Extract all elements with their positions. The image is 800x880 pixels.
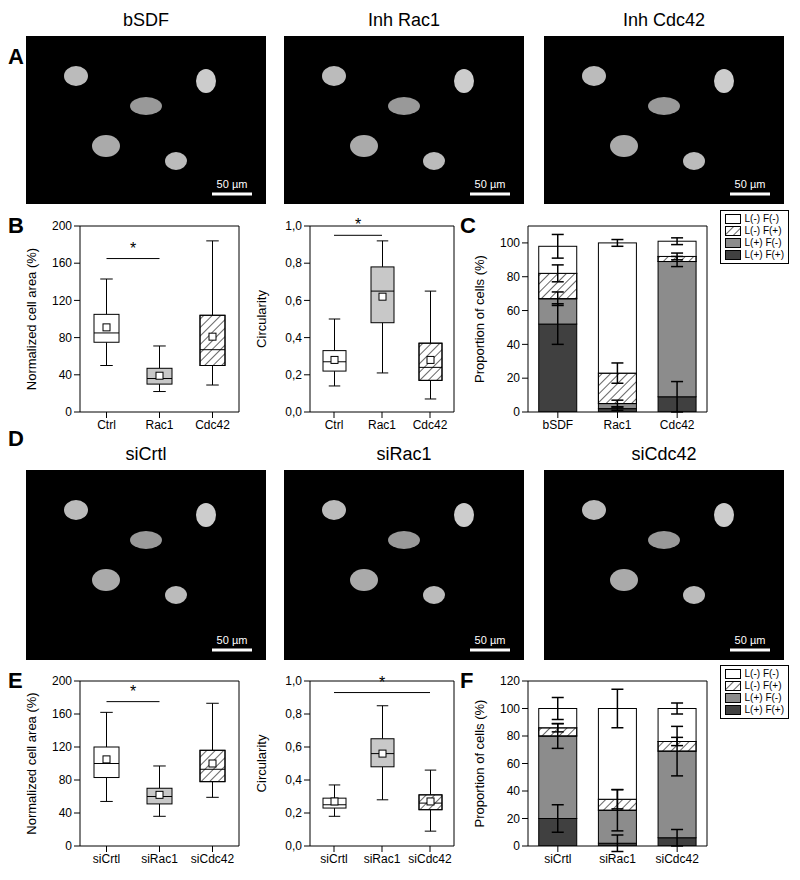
- html-text:E: E: [8, 668, 23, 693]
- html-text:L(-) F(+): L(-) F(+): [744, 680, 782, 691]
- svg-text:Proportion of cells (%): Proportion of cells (%): [472, 255, 487, 383]
- svg-text:50 µm: 50 µm: [475, 634, 506, 646]
- svg-text:0: 0: [65, 839, 72, 853]
- svg-text:120: 120: [500, 674, 520, 688]
- html-text:L(-) F(+): L(-) F(+): [744, 225, 782, 236]
- svg-text:0,8: 0,8: [285, 256, 302, 270]
- svg-text:0,4: 0,4: [285, 773, 302, 787]
- html-text:L(+) F(-): L(+) F(-): [744, 692, 782, 703]
- svg-text:Rac1: Rac1: [368, 418, 396, 432]
- svg-text:120: 120: [52, 294, 72, 308]
- svg-text:200: 200: [52, 674, 72, 688]
- svg-text:Rac1: Rac1: [145, 418, 173, 432]
- svg-text:0: 0: [513, 839, 520, 853]
- svg-text:siRac1: siRac1: [141, 852, 178, 866]
- svg-text:80: 80: [507, 729, 521, 743]
- svg-text:*: *: [379, 674, 385, 691]
- html-text:L(+) F(-): L(+) F(-): [744, 237, 782, 248]
- svg-text:0,8: 0,8: [285, 707, 302, 721]
- svg-text:Circularity: Circularity: [254, 290, 269, 348]
- svg-text:0,2: 0,2: [285, 368, 302, 382]
- svg-text:Cdc42: Cdc42: [660, 418, 695, 432]
- svg-text:50 µm: 50 µm: [735, 178, 766, 190]
- html-text:bSDF: bSDF: [123, 10, 169, 30]
- svg-text:80: 80: [59, 773, 73, 787]
- svg-text:Proportion of cells (%): Proportion of cells (%): [472, 700, 487, 828]
- svg-text:100: 100: [500, 236, 520, 250]
- svg-text:siCrtl: siCrtl: [93, 852, 120, 866]
- html-text:L(-) F(-): L(-) F(-): [744, 213, 779, 224]
- svg-text:Normalized cell area (%): Normalized cell area (%): [24, 692, 39, 834]
- html-text:Inh Cdc42: Inh Cdc42: [623, 10, 705, 30]
- svg-text:*: *: [355, 216, 361, 233]
- svg-text:20: 20: [507, 812, 521, 826]
- svg-text:1,0: 1,0: [285, 674, 302, 688]
- svg-text:0,6: 0,6: [285, 294, 302, 308]
- html-text:siCdc42: siCdc42: [631, 444, 697, 464]
- html-text:F: F: [460, 668, 474, 693]
- svg-text:40: 40: [507, 784, 521, 798]
- svg-text:Normalized cell area (%): Normalized cell area (%): [24, 248, 39, 390]
- html-text:L(+) F(+): L(+) F(+): [744, 249, 784, 260]
- html-text:L(+) F(+): L(+) F(+): [744, 704, 784, 715]
- svg-text:50 µm: 50 µm: [475, 178, 506, 190]
- svg-text:60: 60: [507, 304, 521, 318]
- svg-text:Ctrl: Ctrl: [325, 418, 344, 432]
- html-text:C: C: [460, 213, 476, 238]
- svg-text:1,0: 1,0: [285, 219, 302, 233]
- svg-text:siCdc42: siCdc42: [655, 852, 699, 866]
- svg-text:160: 160: [52, 707, 72, 721]
- svg-text:siRac1: siRac1: [599, 852, 636, 866]
- svg-text:0,6: 0,6: [285, 740, 302, 754]
- svg-text:20: 20: [507, 371, 521, 385]
- html-text:L(-) F(-): L(-) F(-): [744, 668, 779, 679]
- svg-text:Ctrl: Ctrl: [97, 418, 116, 432]
- html-text:siRac1: siRac1: [376, 444, 432, 464]
- svg-text:bSDF: bSDF: [542, 418, 573, 432]
- html-text:B: B: [8, 213, 24, 238]
- svg-text:Circularity: Circularity: [254, 734, 269, 792]
- svg-text:50 µm: 50 µm: [217, 178, 248, 190]
- svg-text:200: 200: [52, 219, 72, 233]
- html-text:Inh Rac1: Inh Rac1: [368, 10, 440, 30]
- html-text:siCrtl: siCrtl: [125, 444, 167, 464]
- svg-text:siCdc42: siCdc42: [191, 852, 235, 866]
- svg-text:*: *: [130, 240, 136, 257]
- svg-text:0: 0: [513, 405, 520, 419]
- svg-text:siCrtl: siCrtl: [320, 852, 347, 866]
- svg-text:40: 40: [59, 806, 73, 820]
- svg-text:40: 40: [507, 338, 521, 352]
- svg-text:Cdc42: Cdc42: [413, 418, 448, 432]
- svg-text:120: 120: [52, 740, 72, 754]
- svg-text:Cdc42: Cdc42: [195, 418, 230, 432]
- svg-text:160: 160: [52, 256, 72, 270]
- svg-text:0,0: 0,0: [285, 405, 302, 419]
- html-text:D: D: [8, 426, 24, 451]
- svg-text:siRac1: siRac1: [364, 852, 401, 866]
- svg-text:50 µm: 50 µm: [735, 634, 766, 646]
- svg-text:0: 0: [65, 405, 72, 419]
- svg-text:50 µm: 50 µm: [217, 634, 248, 646]
- svg-text:siCdc42: siCdc42: [408, 852, 452, 866]
- html-text:A: A: [8, 44, 24, 69]
- svg-text:40: 40: [59, 368, 73, 382]
- svg-text:*: *: [130, 683, 136, 700]
- svg-text:0,0: 0,0: [285, 839, 302, 853]
- svg-text:Rac1: Rac1: [603, 418, 631, 432]
- svg-text:80: 80: [507, 270, 521, 284]
- svg-text:siCrtl: siCrtl: [544, 852, 571, 866]
- svg-text:0,2: 0,2: [285, 806, 302, 820]
- svg-text:0,4: 0,4: [285, 331, 302, 345]
- svg-text:80: 80: [59, 331, 73, 345]
- svg-text:60: 60: [507, 757, 521, 771]
- svg-text:100: 100: [500, 702, 520, 716]
